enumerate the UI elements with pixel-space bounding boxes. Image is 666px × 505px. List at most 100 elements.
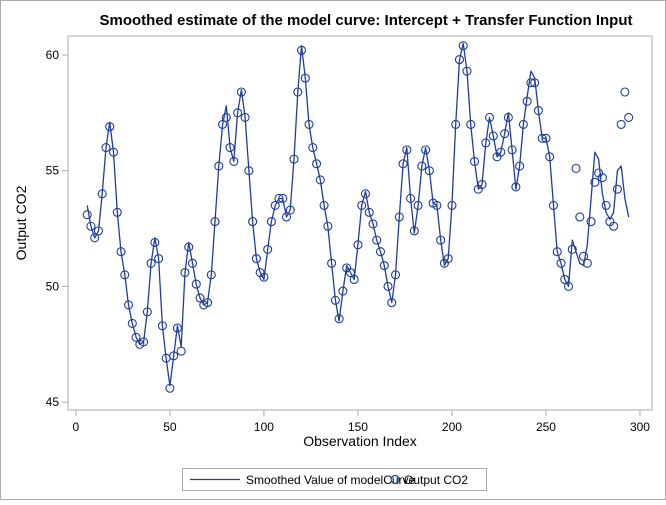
observed-point	[251, 254, 261, 264]
observed-point	[270, 200, 280, 210]
observed-point	[515, 161, 525, 171]
observed-point	[278, 193, 288, 204]
observed-point	[597, 173, 607, 183]
observed-point	[240, 112, 250, 123]
legend-label-observed: Output CO2	[404, 473, 468, 487]
observed-point	[165, 383, 175, 393]
observed-point	[214, 161, 224, 171]
observed-point	[541, 133, 551, 143]
observed-point	[101, 143, 111, 153]
observed-point	[304, 119, 314, 129]
observed-point	[417, 161, 427, 171]
observed-point	[368, 219, 378, 229]
observed-point	[353, 240, 363, 250]
observed-point	[300, 73, 310, 83]
observed-point	[484, 112, 495, 123]
observed-point	[533, 105, 543, 116]
legend-frame	[182, 468, 487, 491]
observed-point	[413, 200, 423, 210]
observed-point	[90, 233, 100, 243]
observed-point	[319, 200, 329, 210]
y-tick-label: 55	[46, 164, 60, 178]
observed-point	[522, 96, 532, 106]
observed-point	[616, 119, 626, 129]
observed-point	[424, 166, 434, 176]
observed-point	[116, 247, 126, 257]
observed-point	[312, 159, 322, 169]
observed-point	[469, 156, 480, 166]
observed-point	[248, 217, 258, 227]
observed-point	[221, 112, 231, 123]
observed-point	[191, 279, 201, 289]
observed-point	[563, 281, 574, 291]
observed-point	[169, 351, 179, 361]
observed-point	[507, 145, 517, 155]
y-tick-label: 45	[46, 395, 60, 409]
series-layer	[82, 41, 634, 393]
observed-point	[330, 295, 340, 305]
y-axis-label: Output CO2	[13, 185, 29, 260]
observed-point	[150, 237, 160, 247]
observed-point	[285, 205, 295, 215]
observed-point	[545, 152, 555, 162]
observed-point	[560, 274, 570, 285]
x-axis: 0 50 100 150 200 250 300	[73, 410, 650, 434]
observed-point	[406, 193, 416, 204]
observed-point	[443, 254, 453, 264]
x-tick-label: 0	[73, 420, 80, 434]
observed-point	[323, 221, 333, 231]
observed-point	[579, 251, 589, 261]
observed-point	[488, 131, 498, 141]
observed-point	[500, 129, 510, 139]
observed-point	[176, 346, 186, 356]
x-tick-label: 50	[163, 420, 177, 434]
x-axis-label: Observation Index	[303, 433, 417, 449]
y-tick-label: 50	[46, 279, 60, 293]
observed-point	[556, 258, 566, 268]
observed-point	[601, 200, 611, 210]
observed-point	[296, 45, 307, 55]
observed-point	[537, 133, 547, 143]
observed-point	[195, 293, 205, 303]
observed-point	[451, 119, 461, 129]
observed-point	[586, 217, 596, 227]
x-tick-label: 250	[536, 420, 556, 434]
observed-point	[263, 244, 273, 254]
observed-point	[383, 281, 393, 291]
observed-point	[398, 159, 408, 169]
observed-point	[345, 267, 355, 278]
observed-point	[139, 337, 149, 347]
observed-point	[289, 154, 299, 164]
observed-point	[571, 163, 581, 173]
observed-point	[372, 235, 382, 245]
observed-point	[379, 261, 389, 271]
observed-point	[157, 321, 167, 331]
observed-point	[390, 270, 401, 280]
observed-point	[582, 258, 592, 268]
legend-marker-swatch	[390, 474, 400, 485]
observed-point	[327, 258, 337, 268]
observed-point	[387, 298, 397, 308]
observed-point	[421, 145, 431, 155]
observed-point	[409, 226, 419, 236]
observed-point	[131, 332, 141, 342]
model-curve-line	[86, 42, 630, 387]
observed-point	[259, 272, 269, 282]
observed-point	[127, 318, 137, 328]
y-tick-label: 60	[46, 48, 60, 62]
chart-title: Smoothed estimate of the model curve: In…	[100, 12, 633, 29]
observed-point	[511, 182, 521, 192]
x-tick-label: 300	[630, 420, 650, 434]
observed-point	[180, 267, 190, 278]
observed-point	[530, 78, 540, 88]
observed-point	[210, 217, 220, 227]
observed-point	[454, 55, 465, 65]
observed-point	[518, 119, 528, 129]
x-tick-label: 200	[442, 420, 462, 434]
observed-point	[93, 226, 104, 236]
observed-point	[308, 143, 318, 153]
observed-point	[229, 156, 239, 166]
observed-point	[266, 217, 276, 227]
observed-point	[462, 66, 472, 76]
